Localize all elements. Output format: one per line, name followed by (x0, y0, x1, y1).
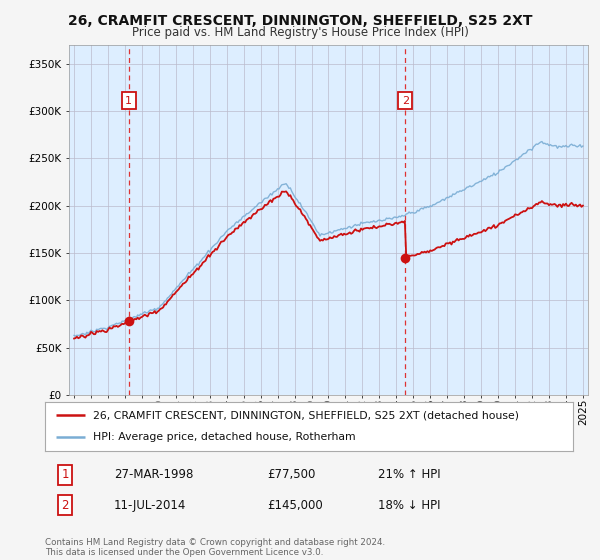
Text: Price paid vs. HM Land Registry's House Price Index (HPI): Price paid vs. HM Land Registry's House … (131, 26, 469, 39)
Text: 18% ↓ HPI: 18% ↓ HPI (377, 499, 440, 512)
Text: 21% ↑ HPI: 21% ↑ HPI (377, 468, 440, 481)
Text: 2: 2 (402, 96, 409, 106)
Text: HPI: Average price, detached house, Rotherham: HPI: Average price, detached house, Roth… (92, 432, 355, 442)
Text: £77,500: £77,500 (267, 468, 315, 481)
Text: 27-MAR-1998: 27-MAR-1998 (113, 468, 193, 481)
Text: £145,000: £145,000 (267, 499, 323, 512)
Text: 26, CRAMFIT CRESCENT, DINNINGTON, SHEFFIELD, S25 2XT: 26, CRAMFIT CRESCENT, DINNINGTON, SHEFFI… (68, 14, 532, 28)
Text: 26, CRAMFIT CRESCENT, DINNINGTON, SHEFFIELD, S25 2XT (detached house): 26, CRAMFIT CRESCENT, DINNINGTON, SHEFFI… (92, 410, 518, 421)
Text: Contains HM Land Registry data © Crown copyright and database right 2024.
This d: Contains HM Land Registry data © Crown c… (45, 538, 385, 557)
Text: 11-JUL-2014: 11-JUL-2014 (113, 499, 186, 512)
Text: 1: 1 (61, 468, 69, 481)
Text: 1: 1 (125, 96, 132, 106)
Text: 2: 2 (61, 499, 69, 512)
